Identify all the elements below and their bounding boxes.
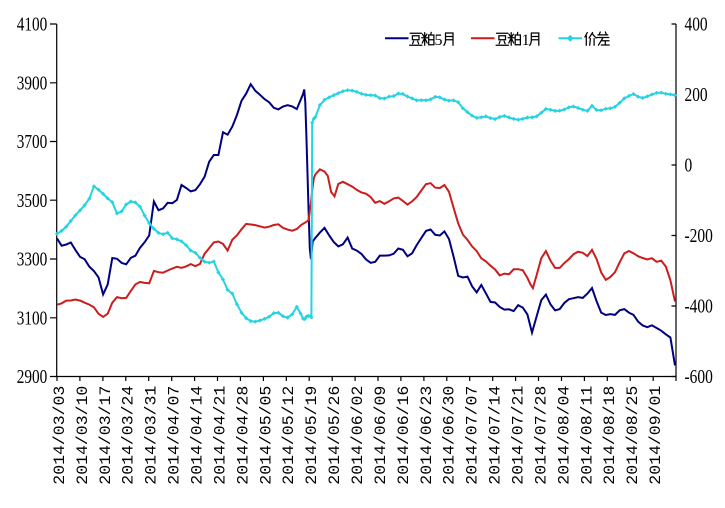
svg-text:-200: -200	[685, 225, 713, 247]
svg-text:2014/08/18: 2014/08/18	[601, 386, 619, 485]
svg-text:2014/07/07: 2014/07/07	[464, 386, 482, 485]
svg-text:1: 1	[522, 32, 530, 49]
svg-text:2014/04/28: 2014/04/28	[234, 386, 252, 485]
svg-text:0: 0	[685, 155, 693, 177]
svg-text:2014/04/14: 2014/04/14	[189, 386, 207, 485]
svg-text:2014/03/24: 2014/03/24	[120, 386, 138, 485]
svg-text:2014/08/04: 2014/08/04	[555, 386, 573, 485]
svg-text:2014/08/25: 2014/08/25	[624, 386, 642, 485]
svg-text:3300: 3300	[17, 249, 48, 271]
svg-text:2014/05/12: 2014/05/12	[280, 386, 298, 485]
svg-text:2014/07/28: 2014/07/28	[532, 386, 550, 485]
svg-text:2014/06/09: 2014/06/09	[372, 386, 390, 485]
svg-text:5: 5	[435, 32, 443, 49]
svg-text:2014/05/05: 2014/05/05	[257, 386, 275, 485]
svg-text:4100: 4100	[17, 14, 48, 36]
svg-text:200: 200	[685, 84, 708, 106]
svg-text:2014/05/26: 2014/05/26	[326, 386, 344, 485]
svg-text:2014/07/14: 2014/07/14	[487, 386, 505, 485]
svg-text:2014/04/07: 2014/04/07	[166, 386, 184, 485]
svg-text:2014/06/16: 2014/06/16	[395, 386, 413, 485]
svg-text:2014/07/21: 2014/07/21	[510, 386, 528, 485]
svg-text:2900: 2900	[17, 366, 48, 388]
svg-text:3500: 3500	[17, 190, 48, 212]
svg-text:2014/06/30: 2014/06/30	[441, 386, 459, 485]
svg-text:2014/06/23: 2014/06/23	[418, 386, 436, 485]
svg-text:2014/03/17: 2014/03/17	[97, 386, 115, 485]
svg-text:-600: -600	[685, 366, 713, 388]
svg-text:2014/09/01: 2014/09/01	[647, 386, 665, 485]
svg-text:2014/08/11: 2014/08/11	[578, 386, 596, 485]
svg-text:3700: 3700	[17, 131, 48, 153]
svg-text:2014/05/19: 2014/05/19	[303, 386, 321, 485]
svg-text:2014/03/10: 2014/03/10	[74, 386, 92, 485]
svg-text:2014/03/03: 2014/03/03	[51, 386, 69, 485]
svg-text:3100: 3100	[17, 307, 48, 329]
svg-text:2014/03/31: 2014/03/31	[143, 386, 161, 485]
svg-text:-400: -400	[685, 296, 713, 318]
svg-text:2014/04/21: 2014/04/21	[211, 386, 229, 485]
svg-text:2014/06/02: 2014/06/02	[349, 386, 367, 485]
svg-text:3900: 3900	[17, 72, 48, 94]
svg-text:400: 400	[685, 14, 708, 36]
